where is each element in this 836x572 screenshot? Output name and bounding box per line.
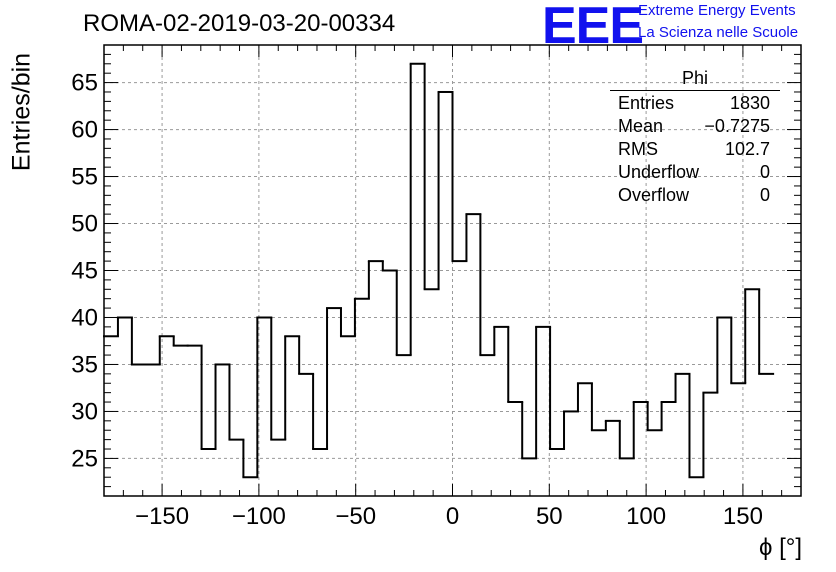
plot-frame: [103, 44, 802, 497]
y-tick-label: 60: [71, 117, 98, 144]
tick-labels: −150 −100 −50 0 50 100 150 25 30 35 40 45 50 55 60 65: [71, 70, 763, 530]
x-tick-label: 0: [446, 503, 459, 530]
stats-label: RMS: [618, 139, 658, 159]
y-tick-label: 35: [71, 351, 98, 378]
x-axis-label: ϕ [°]: [758, 534, 802, 561]
stats-title: Phi: [610, 68, 780, 91]
y-axis-label: Entries/bin: [7, 52, 36, 172]
x-tick-label: 50: [536, 503, 563, 530]
x-tick-label: −150: [135, 503, 189, 530]
stats-value: 0: [759, 162, 770, 182]
y-tick-label: 55: [71, 164, 98, 191]
y-tick-label: 25: [71, 445, 98, 472]
eee-logo: EEE: [542, 0, 644, 55]
stats-value: 1830: [729, 93, 770, 113]
y-tick-label: 30: [71, 398, 98, 425]
y-tick-label: 50: [71, 211, 98, 238]
stats-label: Overflow: [618, 185, 690, 205]
stats-value: 102.7: [724, 139, 770, 159]
stats-row-rms: RMS 102.7: [610, 137, 780, 160]
stats-label: Underflow: [618, 162, 700, 182]
y-tick-label: 45: [71, 258, 98, 285]
stats-value: 0: [759, 185, 770, 205]
y-tick-label: 40: [71, 304, 98, 331]
chart-title: ROMA-02-2019-03-20-00334: [83, 10, 396, 37]
x-tick-label: 150: [723, 503, 763, 530]
stats-label: Mean: [618, 116, 664, 136]
x-tick-label: 100: [626, 503, 666, 530]
stats-row-entries: Entries 1830: [610, 91, 780, 114]
x-tick-label: −100: [232, 503, 286, 530]
axis-ticks: [104, 45, 801, 496]
x-tick-label: −50: [335, 503, 376, 530]
stats-value: −0.7275: [704, 116, 770, 136]
histogram-series: [103, 62, 775, 479]
stats-row-underflow: Underflow 0: [610, 160, 780, 183]
stats-box: Phi Entries 1830 Mean −0.7275 RMS 102.7 …: [610, 68, 780, 206]
logo-line-1: Extreme Energy Events: [638, 2, 796, 19]
logo-line-2: La Scienza nelle Scuole: [638, 24, 799, 41]
stats-row-mean: Mean −0.7275: [610, 114, 780, 137]
stats-row-overflow: Overflow 0: [610, 183, 780, 206]
stats-label: Entries: [618, 93, 675, 113]
y-tick-label: 65: [71, 70, 98, 97]
